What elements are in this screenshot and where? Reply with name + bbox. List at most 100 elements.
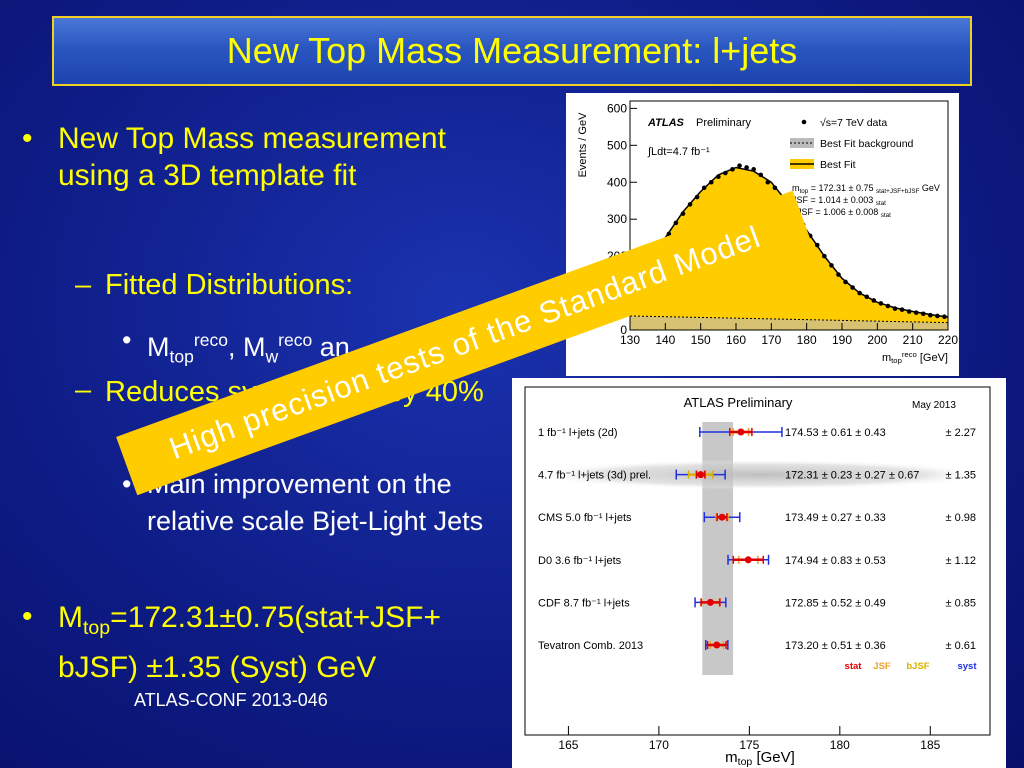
x-tick-label: 200	[867, 333, 887, 347]
data-point	[673, 220, 679, 226]
value-label: 173.20 ± 0.51 ± 0.36	[785, 640, 886, 652]
plot-subtitle: Preliminary	[696, 117, 752, 129]
x-tick-label: 130	[620, 333, 640, 347]
central-value	[697, 471, 705, 479]
data-point	[687, 202, 693, 207]
fit-result-part: stat+JSF+bJSF	[876, 188, 920, 195]
y-tick-label: 500	[607, 138, 627, 152]
data-point	[928, 312, 933, 318]
bullet: Fitted Distributions:	[105, 269, 354, 301]
bullet-part: w	[265, 346, 279, 367]
total-label: ± 1.35	[945, 470, 976, 482]
bullet: Mtopreco, Mwreco an	[147, 322, 507, 375]
x-tick-label: 185	[920, 738, 940, 752]
central-value	[737, 428, 745, 436]
data-point	[920, 311, 926, 317]
x-tick-label: 210	[903, 333, 923, 347]
x-axis-label: mtop [GeV]	[725, 749, 795, 768]
x-tick-label: 165	[558, 738, 578, 752]
data-point	[892, 306, 898, 311]
plot-title: ATLAS Preliminary	[684, 395, 793, 410]
x-axis-label-part: top	[738, 756, 753, 768]
data-point	[942, 314, 947, 320]
bullet-dot: •	[122, 325, 132, 355]
fit-result-part: GeV	[919, 183, 940, 193]
legend-label: stat	[845, 661, 863, 672]
plot-frame	[524, 386, 991, 736]
bullet-dot: •	[122, 469, 132, 499]
summary-plot: ATLAS Preliminary May 2013 1 fb⁻¹ l+jets (…	[512, 378, 1006, 768]
row-label: 1 fb⁻¹ l+jets (2d)	[538, 427, 617, 439]
fit-result-part: top	[800, 188, 809, 195]
background-line	[629, 315, 949, 324]
bullet-part: =172.31±0.75(stat+JSF+ bJSF) ±1.35 (Syst…	[58, 601, 441, 684]
bullet: Mtop=172.31±0.75(stat+JSF+ bJSF) ±1.35 (…	[58, 598, 508, 687]
central-value	[718, 513, 726, 521]
total-label: ± 0.85	[945, 597, 976, 609]
data-point	[744, 165, 749, 170]
bullet-part: reco	[193, 330, 228, 350]
fit-result-part: JSF = 1.014 ± 0.003	[792, 195, 876, 205]
total-label: ± 0.61	[945, 640, 976, 652]
reference: ATLAS-CONF 2013-046	[134, 690, 328, 710]
value-label: 172.85 ± 0.52 ± 0.49	[785, 597, 886, 609]
bullet-part: M	[147, 332, 170, 362]
bullet-dash: –	[75, 374, 92, 406]
row-label: CMS 5.0 fb⁻¹ l+jets	[538, 512, 632, 524]
background-area	[630, 315, 948, 330]
plot-date: May 2013	[912, 400, 956, 411]
x-tick-label: 140	[655, 333, 675, 347]
data-point	[857, 290, 862, 296]
fit-result-part: = 172.31 ± 0.75	[808, 183, 876, 193]
central-value	[713, 641, 721, 649]
slide-title: New Top Mass Measurement: l+jets	[52, 16, 972, 86]
total-label: ± 2.27	[945, 427, 976, 439]
luminosity: ∫Ldt=4.7 fb⁻¹	[647, 146, 710, 158]
data-point	[730, 167, 735, 172]
x-tick-label: 180	[797, 333, 817, 347]
legend-label: JSF	[873, 661, 891, 672]
x-tick-label: 190	[832, 333, 852, 347]
x-axis-label-part: [GeV]	[752, 749, 795, 766]
data-point	[935, 313, 940, 319]
data-point	[885, 303, 891, 309]
legend-label: √s=7 TeV data	[820, 117, 887, 129]
x-axis-label-part: top	[891, 356, 902, 365]
fit-result-part: stat	[876, 200, 886, 207]
data-point	[899, 307, 905, 312]
data-point	[765, 179, 771, 185]
value-label: 174.94 ± 0.83 ± 0.53	[785, 555, 886, 567]
row-label: D0 3.6 fb⁻¹ l+jets	[538, 555, 622, 567]
data-point	[708, 179, 714, 185]
y-tick-label: 300	[607, 212, 627, 226]
bullet-part: top	[169, 346, 194, 367]
data-point	[836, 272, 841, 277]
row-label: CDF 8.7 fb⁻¹ l+jets	[538, 597, 630, 609]
x-axis-label: mtopreco [GeV]	[882, 350, 948, 365]
value-label: 173.49 ± 0.27 ± 0.33	[785, 512, 886, 524]
data-point	[751, 167, 756, 172]
fit-result-part: m	[792, 183, 800, 193]
row-label: 4.7 fb⁻¹ l+jets (3d) prel.	[538, 470, 651, 482]
data-point	[878, 301, 884, 306]
y-tick-label: 0	[620, 323, 627, 337]
fit-result-part: stat	[881, 212, 891, 219]
data-point	[822, 253, 827, 259]
x-tick-label: 175	[739, 738, 759, 752]
data-point	[906, 309, 912, 314]
fit-result: mtop = 172.31 ± 0.75 stat+JSF+bJSF GeV	[792, 183, 940, 195]
x-tick-label: 170	[649, 738, 669, 752]
legend-label: Best Fit background	[820, 138, 914, 150]
data-point	[701, 185, 707, 191]
data-point	[694, 194, 700, 200]
highlight	[528, 459, 992, 490]
data-point	[814, 242, 820, 248]
legend-marker	[801, 119, 807, 125]
data-point	[864, 294, 870, 300]
central-value	[706, 598, 714, 606]
total-label: ± 0.98	[945, 512, 976, 524]
x-tick-label: 150	[691, 333, 711, 347]
bullet-part: M	[58, 601, 83, 634]
legend-label: syst	[957, 661, 977, 672]
